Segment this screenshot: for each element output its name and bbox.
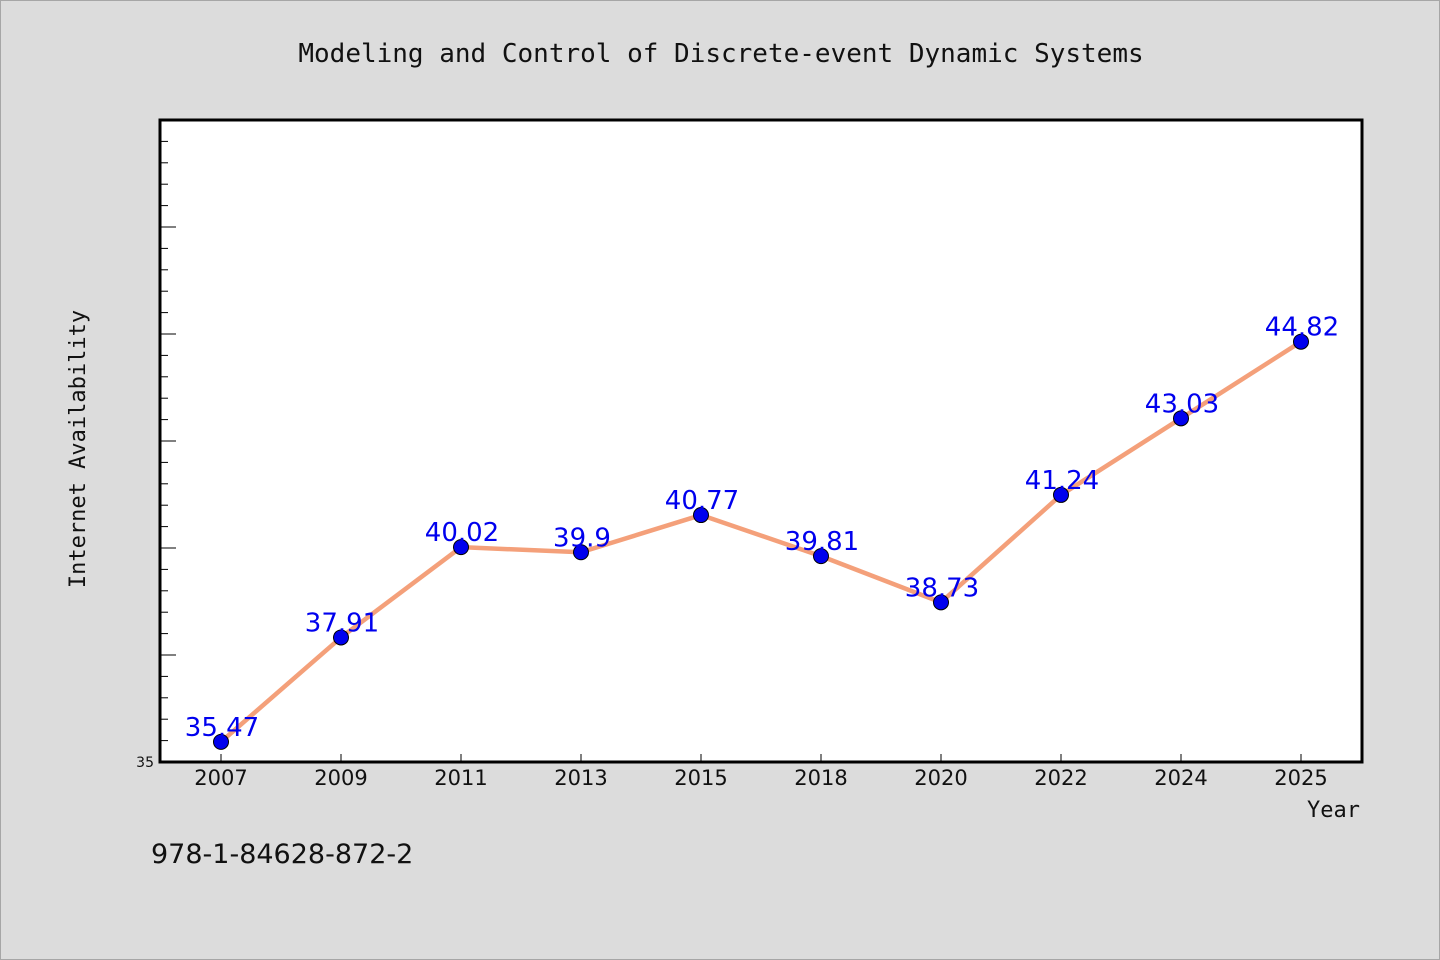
data-label: 43.03 xyxy=(1145,389,1219,419)
data-label: 39.81 xyxy=(785,527,859,557)
data-point xyxy=(213,733,229,750)
data-point xyxy=(453,539,469,556)
plot-area xyxy=(158,118,1364,764)
x-tick-label: 2018 xyxy=(794,766,847,790)
data-point xyxy=(933,594,949,611)
x-tick-label: 2024 xyxy=(1154,766,1207,790)
footer-isbn: 978-1-84628-872-2 xyxy=(151,839,413,870)
x-axis: 2007 2009 2011 2013 2015 2018 2020 2022 2024 2025 xyxy=(194,754,1328,790)
x-tick-label: 2009 xyxy=(314,766,367,790)
data-point xyxy=(813,548,829,565)
data-label: 40.02 xyxy=(425,518,499,548)
x-tick-label: 2025 xyxy=(1274,766,1327,790)
x-axis-title: Year xyxy=(1307,798,1360,823)
data-point xyxy=(1173,410,1189,427)
data-point xyxy=(1293,333,1309,350)
data-label: 44.82 xyxy=(1265,313,1339,343)
y-axis: 35 xyxy=(136,140,176,771)
x-tick-label: 2007 xyxy=(194,766,247,790)
data-label-group: 35.47 37.91 40.02 39.9 40.77 39.81 38.73 41.24 4… xyxy=(185,313,1339,743)
data-label: 40.77 xyxy=(665,486,739,516)
data-point xyxy=(333,629,349,646)
data-point xyxy=(693,507,709,524)
data-label: 38.73 xyxy=(905,573,979,603)
data-label: 35.47 xyxy=(185,713,259,743)
data-point xyxy=(573,544,589,561)
series-line xyxy=(218,339,1304,745)
data-label: 41.24 xyxy=(1025,466,1099,496)
y-axis-title: Internet Availability xyxy=(66,310,91,588)
x-tick-label: 2013 xyxy=(554,766,607,790)
x-tick-label: 2020 xyxy=(914,766,967,790)
x-tick-label: 2015 xyxy=(674,766,727,790)
data-label: 37.91 xyxy=(305,608,379,638)
data-point xyxy=(1053,486,1069,503)
series-group xyxy=(213,333,1309,750)
data-label: 39.9 xyxy=(553,523,611,553)
chart-title: Modeling and Control of Discrete-event D… xyxy=(298,39,1143,69)
y-tick-label: 35 xyxy=(136,755,154,771)
x-tick-label: 2022 xyxy=(1034,766,1087,790)
x-tick-label: 2011 xyxy=(434,766,487,790)
